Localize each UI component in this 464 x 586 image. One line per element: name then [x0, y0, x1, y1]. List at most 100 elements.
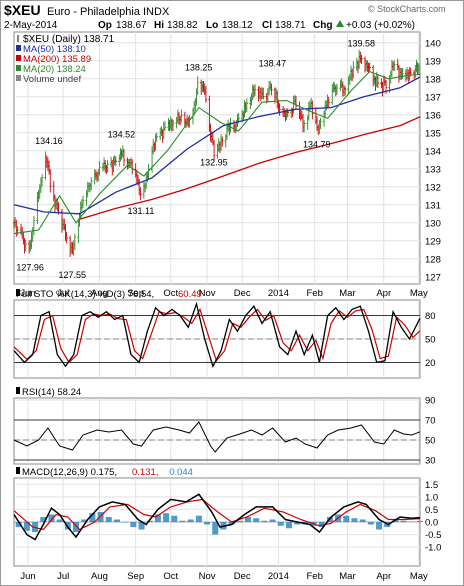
rsi-line: [13, 421, 421, 453]
x-tick-label: Aug: [91, 571, 108, 582]
sto-d-line: [13, 307, 421, 364]
x-tick-label: Jun: [20, 571, 35, 582]
open-value: 138.67: [116, 20, 147, 31]
y-tick-label: 138: [425, 74, 441, 85]
y-tick-label: 139: [425, 56, 441, 67]
y-tick-label: 50: [425, 335, 436, 346]
y-tick-label: 0.5: [425, 505, 438, 516]
price-panel: 127 128 129 130 131 132 133 134 135 136 137 138 139 1…: [12, 31, 441, 285]
legend-entry: Volume undef: [23, 74, 81, 85]
y-tick-label: 140: [425, 38, 441, 49]
y-tick-label: 129: [425, 236, 441, 247]
y-tick-label: 50: [425, 436, 436, 447]
macd-histogram-bar: [187, 519, 194, 522]
ma20-line: [13, 70, 421, 235]
x-tick-label: Dec: [234, 288, 251, 299]
legend-entry: 60.49: [178, 289, 202, 300]
change-label: Chg: [313, 20, 332, 31]
macd-histogram-bar: [81, 519, 88, 522]
legend-entry: 0.131,: [132, 467, 158, 478]
y-tick-label: 134: [425, 146, 441, 157]
x-axis: Jun Jun Jul Jul Aug Aug Sep Sep Oct Oct Nov Nov Dec D…: [20, 288, 428, 582]
macd-histogram-bar: [163, 513, 170, 522]
price-annotation: 138.25: [185, 62, 213, 72]
macd-histogram-bar: [195, 515, 202, 522]
x-tick-label: Oct: [163, 288, 178, 299]
macd-histogram-bar: [351, 518, 358, 522]
x-tick-label: Mar: [339, 571, 355, 582]
legend-swatch: [16, 289, 20, 296]
macd-histogram-bar: [417, 520, 423, 522]
macd-histogram-bar: [294, 522, 301, 525]
macd-histogram-bar: [23, 522, 30, 531]
legend-entry: RSI(14) 58.24: [22, 387, 81, 398]
close-value: 138.71: [275, 20, 306, 31]
macd-histogram-bar: [204, 522, 211, 525]
macd-histogram-bar: [253, 518, 260, 522]
macd-histogram-bar: [179, 520, 186, 522]
high-label: Hi: [154, 20, 164, 31]
legend-swatch: [16, 467, 20, 474]
y-tick-label: 128: [425, 254, 441, 265]
legend-swatch: [16, 75, 21, 81]
macd-histogram-bar: [269, 519, 276, 522]
y-tick-label: 131: [425, 200, 441, 211]
macd-histogram-bar: [261, 520, 268, 522]
x-tick-label: May: [410, 571, 428, 582]
macd-histogram-bar: [146, 520, 153, 522]
macd-signal-line: [13, 498, 421, 531]
x-tick-label: Jun: [20, 288, 35, 299]
legend-swatch: [16, 55, 21, 61]
macd-histogram-bar: [318, 522, 325, 528]
y-tick-label: 133: [425, 164, 441, 175]
macd-histogram-bar: [40, 516, 47, 522]
ma200-line: [79, 116, 421, 220]
symbol: $XEU: [4, 2, 41, 18]
y-tick-label: 130: [425, 218, 441, 229]
y-tick-label: 127: [425, 272, 441, 283]
macd-histogram-bar: [113, 519, 120, 522]
y-tick-label: 20: [425, 358, 436, 369]
legend-swatch: [16, 45, 21, 51]
high-value: 138.82: [167, 20, 198, 31]
low-label: Lo: [206, 20, 218, 31]
x-tick-label: Feb: [307, 571, 323, 582]
macd-line: [13, 493, 421, 541]
price-annotation: 134.79: [303, 140, 331, 150]
macd-histogram-bar: [212, 522, 219, 535]
legend-entry: 0.044: [169, 467, 193, 478]
macd-histogram-bar: [56, 519, 63, 522]
y-tick-label: 30: [425, 456, 436, 467]
macd-histogram-bar: [15, 522, 22, 528]
legend-entry: MACD(12,26,9) 0.175,: [22, 467, 117, 478]
sto-k-line: [13, 301, 421, 369]
y-tick-label: -0.5: [425, 530, 441, 541]
macd-histogram-bar: [408, 521, 415, 522]
price-annotation: 131.11: [128, 206, 155, 216]
price-annotation: 139.58: [347, 38, 375, 48]
y-tick-label: -1.0: [425, 543, 441, 554]
y-tick-label: 137: [425, 92, 441, 103]
macd-histogram-bar: [154, 514, 161, 522]
macd-histogram-bar: [138, 522, 145, 530]
legend-entry: MA(50) 138.10: [23, 44, 86, 55]
macd-histogram-bar: [359, 519, 366, 522]
macd-histogram-bar: [376, 522, 383, 530]
rsi-plot-area: [13, 397, 421, 465]
legend-entry: $XEU (Daily) 138.71: [23, 34, 115, 45]
y-tick-label: 1.5: [425, 480, 438, 491]
macd-histogram-bar: [367, 522, 374, 525]
macd-histogram-bar: [73, 522, 80, 533]
macd-histogram-bar: [343, 515, 350, 522]
macd-histogram-bar: [285, 522, 292, 529]
macd-histogram-bar: [236, 520, 243, 522]
price-annotation: 127.96: [16, 263, 44, 273]
change-value: +0.03 (+0.02%): [346, 20, 415, 31]
ma50-line: [13, 76, 421, 215]
up-arrow-icon: [336, 20, 344, 27]
price-annotation: 134.16: [35, 136, 63, 146]
legend-entry: MA(200) 135.89: [23, 54, 91, 65]
x-tick-label: Apr: [376, 571, 391, 582]
macd-histogram-bar: [228, 522, 235, 525]
x-tick-label: Sep: [127, 288, 144, 299]
